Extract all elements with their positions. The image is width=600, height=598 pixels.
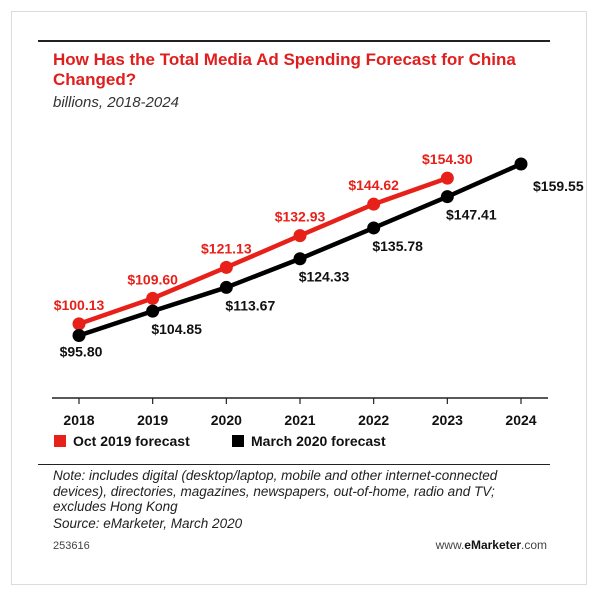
data-point — [440, 171, 454, 185]
brand-name: eMarketer — [464, 538, 521, 552]
data-label: $147.41 — [446, 207, 497, 223]
data-point — [440, 190, 454, 204]
data-point — [293, 229, 307, 243]
x-tick-label: 2019 — [137, 412, 168, 428]
data-point — [367, 197, 381, 211]
top-rule — [38, 40, 550, 42]
data-point — [146, 304, 160, 318]
brand-url[interactable]: www.eMarketer.com — [436, 538, 547, 552]
chart-source: Source: eMarketer, March 2020 — [53, 516, 243, 531]
x-axis: 2018 2019 2020 2021 2022 2023 2024 — [52, 397, 548, 428]
data-point — [146, 291, 160, 305]
data-label: $132.93 — [275, 209, 326, 225]
legend-label-march-2020: March 2020 forecast — [251, 433, 386, 449]
data-label: $113.67 — [225, 297, 275, 313]
data-point — [219, 260, 233, 274]
chart-id: 253616 — [53, 540, 90, 552]
data-label: $124.33 — [299, 269, 350, 285]
series-line-0 — [78, 176, 449, 326]
data-point — [367, 221, 381, 235]
data-labels: $100.13 $109.60 $121.13 $132.93 $144.62 $154.… — [54, 151, 584, 359]
x-tick-label: 2023 — [432, 412, 463, 428]
data-label: $95.80 — [60, 344, 103, 360]
series-layer — [72, 157, 528, 342]
data-label: $100.13 — [54, 297, 105, 313]
data-point — [514, 157, 528, 171]
legend-item-oct-2019: Oct 2019 forecast — [54, 433, 190, 449]
legend-label-oct-2019: Oct 2019 forecast — [73, 433, 190, 449]
legend-swatch-march-2020 — [232, 435, 244, 447]
legend-item-march-2020: March 2020 forecast — [232, 433, 386, 449]
chart-note: Note: includes digital (desktop/laptop, … — [53, 468, 498, 514]
x-tick-label: 2024 — [505, 412, 536, 428]
data-point — [219, 280, 233, 294]
brand-suffix: .com — [520, 538, 547, 552]
bottom-rule — [38, 464, 550, 465]
data-label: $135.78 — [372, 238, 423, 254]
x-tick-label: 2018 — [63, 412, 94, 428]
data-label: $154.30 — [422, 151, 473, 167]
chart-frame — [11, 11, 587, 585]
data-label: $144.62 — [348, 177, 399, 193]
brand-prefix: www. — [435, 538, 465, 552]
x-tick-label: 2021 — [284, 412, 315, 428]
data-label: $104.85 — [151, 321, 202, 337]
data-point — [72, 329, 86, 342]
legend-swatch-oct-2019 — [54, 435, 66, 447]
data-point — [72, 317, 86, 331]
data-label: $159.55 — [533, 178, 584, 194]
data-point — [293, 252, 307, 266]
chart-title: How Has the Total Media Ad Spending Fore… — [53, 50, 516, 89]
x-tick-label: 2020 — [211, 412, 242, 428]
series-line-1 — [78, 161, 522, 338]
chart-subtitle: billions, 2018-2024 — [53, 94, 179, 111]
data-label: $121.13 — [201, 240, 252, 256]
x-tick-label: 2022 — [358, 412, 389, 428]
data-label: $109.60 — [127, 271, 178, 287]
